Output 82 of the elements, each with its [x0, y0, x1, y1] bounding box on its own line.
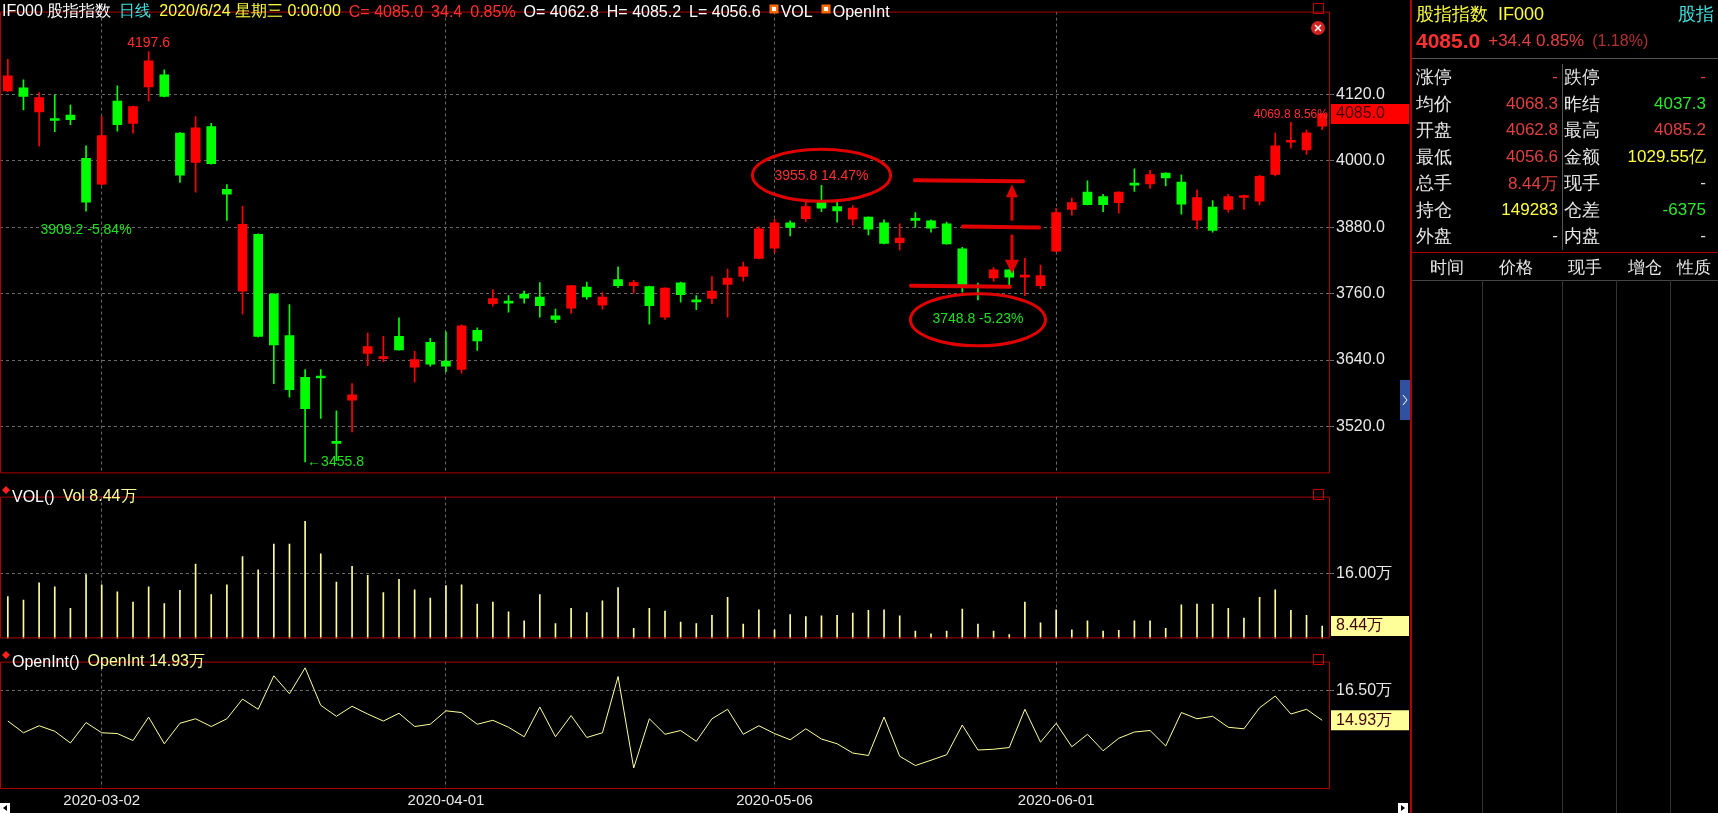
text: 最低 — [1416, 145, 1452, 169]
annotation: 0.85% — [470, 2, 516, 21]
text: 现手 — [1567, 257, 1603, 279]
text: - — [1552, 67, 1558, 87]
y-tick-label: 16.50万 — [1336, 680, 1393, 698]
y-tick-label: 3640.0 — [1336, 350, 1386, 368]
y-tick-label: 4120.0 — [1336, 84, 1386, 102]
annotation: L= 4056.6 — [689, 2, 761, 21]
y-tick-label: 4085.0 — [1336, 104, 1386, 122]
y-tick-label: 4000.0 — [1336, 151, 1386, 169]
text: 涨停 — [1416, 66, 1452, 89]
text: (1.18%) — [1592, 32, 1649, 50]
text: 跌停 — [1564, 66, 1600, 89]
candlestick — [347, 383, 357, 433]
annotation: 4197.6 — [127, 33, 171, 50]
y-tick-label: 16.00万 — [1336, 564, 1393, 582]
text: OpenInt 14.93万 — [87, 651, 206, 671]
y-tick-label: 3520.0 — [1336, 416, 1386, 434]
text: - — [1552, 226, 1558, 246]
candlestick — [1239, 194, 1249, 210]
text: 4037.3 — [1654, 93, 1706, 114]
annotation: 4069.8 8.56% — [1253, 106, 1329, 121]
x-tick-label: 2020-04-01 — [407, 791, 485, 809]
annotation: 3955.8 14.47% — [774, 167, 869, 184]
annotation: ←3455.8 — [307, 452, 365, 469]
text: 增仓 — [1627, 257, 1663, 279]
text: 4056.6 — [1506, 146, 1558, 167]
chart-title: IF000 股指指数 — [2, 1, 112, 21]
text: 外盘 — [1416, 225, 1452, 248]
chart-title: OpenInt() — [12, 652, 80, 671]
text: 4085.2 — [1654, 120, 1706, 140]
text: 性质 — [1675, 257, 1712, 279]
annotation: 2020/6/24 星期三 0:00:00 — [159, 1, 341, 21]
annotation: 3748.8 -5.23% — [932, 309, 1024, 326]
text: 4062.8 — [1506, 120, 1558, 140]
text: - — [1700, 226, 1706, 246]
y-tick-label: 8.44万 — [1336, 616, 1384, 634]
text: 昨结 — [1564, 92, 1600, 116]
annotation: 34.4 — [431, 2, 463, 21]
x-tick-label: 2020-06-01 — [1017, 791, 1095, 809]
x-tick-label: 2020-03-02 — [63, 791, 141, 809]
text: 价格 — [1498, 257, 1534, 279]
candlestick — [222, 184, 232, 221]
candlestick — [1286, 121, 1296, 149]
annotation: VOL — [780, 2, 813, 21]
text: 总手 — [1416, 172, 1452, 195]
text: +34.4 0.85% — [1488, 31, 1585, 51]
text: 均价 — [1416, 92, 1452, 116]
text: 仓差 — [1564, 198, 1600, 222]
x-tick-label: 2020-05-06 — [736, 791, 813, 809]
chart-subtitle: 日线 — [119, 1, 152, 21]
text: 4068.3 — [1506, 93, 1558, 114]
y-tick-label: 3880.0 — [1336, 217, 1386, 235]
text: 持仓 — [1416, 198, 1452, 222]
candlestick — [362, 332, 373, 366]
text: 最高 — [1564, 119, 1600, 142]
text: 149283 — [1501, 199, 1558, 220]
text: 1029.55亿 — [1627, 146, 1706, 168]
text: 股指 — [1678, 3, 1714, 26]
candlestick — [894, 223, 905, 251]
candlestick — [534, 282, 545, 318]
text: Vol 8.44万 — [62, 486, 137, 506]
text: 时间 — [1429, 257, 1465, 279]
chart-title: VOL() — [12, 487, 55, 506]
annotation: O= 4062.8 — [523, 2, 599, 21]
y-tick-label: 3760.0 — [1336, 284, 1386, 302]
text: - — [1700, 67, 1706, 87]
annotation: C= 4085.0 — [348, 2, 424, 21]
text: 股指指数 IF000 — [1416, 3, 1545, 26]
text: 内盘 — [1564, 225, 1600, 248]
text: 开盘 — [1416, 119, 1452, 142]
text: 8.44万 — [1507, 172, 1558, 195]
annotation: H= 4085.2 — [606, 2, 682, 21]
candlestick — [49, 94, 60, 132]
annotation: OpenInt — [832, 2, 890, 21]
text: 现手 — [1564, 172, 1600, 195]
y-tick-label: 14.93万 — [1336, 710, 1393, 728]
text: - — [1700, 173, 1706, 193]
text: -6375 — [1662, 199, 1706, 220]
text: 4085.0 — [1416, 29, 1481, 53]
text: 金额 — [1564, 145, 1600, 169]
annotation: 3909.2 -5.84% — [40, 221, 132, 237]
